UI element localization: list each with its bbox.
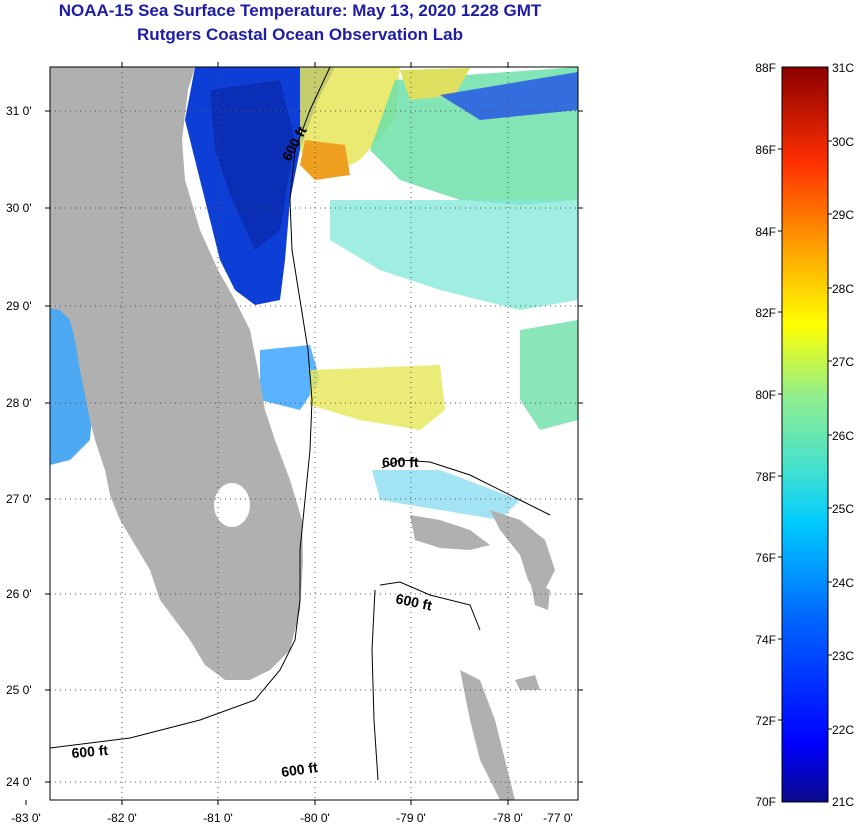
- sst-patch-blue-ne: [440, 72, 578, 120]
- colorbar-c-label-31: 31C: [832, 61, 854, 75]
- colorbar-ticks: [778, 140, 832, 730]
- colorbar-scale: [781, 66, 829, 803]
- florida-peninsula: [50, 67, 303, 680]
- sst-patch-green-east: [520, 320, 578, 430]
- sst-field: [50, 67, 578, 520]
- lake-okeechobee: [214, 483, 250, 527]
- lat-label-31: 31 0': [6, 104, 32, 118]
- map-subtitle: Rutgers Coastal Ocean Observation Lab: [137, 25, 463, 44]
- eleuthera-island: [530, 580, 550, 610]
- depth-label-great-bahama: 600 ft: [394, 590, 433, 613]
- lat-label-24: 24 0': [6, 775, 32, 789]
- lon-label-81: -81 0': [203, 811, 233, 825]
- colorbar-c-label-30: 30C: [832, 135, 854, 149]
- colorbar-f-label-88: 88F: [755, 61, 776, 75]
- colorbar-f-label-70: 70F: [755, 795, 776, 809]
- lat-label-25: 25 0': [6, 683, 32, 697]
- depth-contour-great-bahama-bank: [379, 581, 481, 631]
- sst-patch-bahamas: [372, 470, 520, 520]
- depth-contour-florida: [50, 67, 331, 749]
- axis-ticks: [25, 62, 583, 805]
- depth-contour-tongue: [371, 589, 379, 781]
- sst-patch-hot: [300, 140, 350, 180]
- colorbar-f-label-82: 82F: [755, 306, 776, 320]
- colorbar-c-label-27: 27C: [832, 355, 854, 369]
- colorbar-c-label-22: 22C: [832, 723, 854, 737]
- abaco-island: [490, 510, 555, 600]
- sst-patch-yellow-mid: [310, 365, 445, 430]
- colorbar-c-label-21: 21C: [832, 795, 854, 809]
- lat-label-29: 29 0': [6, 299, 32, 313]
- andros-island: [460, 670, 515, 800]
- map-frame: [49, 66, 579, 801]
- colorbar-f-label-78: 78F: [755, 470, 776, 484]
- colorbar-f-label-76: 76F: [755, 551, 776, 565]
- colorbar-f-label-86: 86F: [755, 143, 776, 157]
- lon-label-83: -83 0': [11, 811, 41, 825]
- depth-label-keys: 600 ft: [71, 742, 109, 761]
- lon-label-79: -79 0': [396, 811, 426, 825]
- lat-label-27: 27 0': [6, 492, 32, 506]
- new-providence-island: [515, 675, 540, 690]
- lon-label-80: -80 0': [300, 811, 330, 825]
- colorbar-c-label-28: 28C: [832, 282, 854, 296]
- colorbar-f-label-74: 74F: [755, 633, 776, 647]
- colorbar-f-label-72: 72F: [755, 714, 776, 728]
- map-title: NOAA-15 Sea Surface Temperature: May 13,…: [58, 1, 542, 20]
- sst-patch-blue-coast: [260, 345, 320, 410]
- sst-patch-cyan-band: [330, 200, 578, 310]
- lon-label-77: -77 0': [543, 811, 573, 825]
- colorbar-c-label-26: 26C: [832, 429, 854, 443]
- sst-patch-cold-core: [210, 80, 295, 250]
- colorbar-c-label-25: 25C: [832, 502, 854, 516]
- colorbar-f-label-84: 84F: [755, 225, 776, 239]
- depth-contour-little-bahama-bank: [381, 459, 551, 516]
- map-area: [50, 67, 578, 800]
- colorbar: 88F 86F 84F 82F 80F 78F 76F 74F 72F 70F …: [755, 61, 854, 809]
- lat-label-26: 26 0': [6, 587, 32, 601]
- colorbar-c-label-23: 23C: [832, 649, 854, 663]
- grand-bahama-island: [410, 515, 490, 550]
- colorbar-c-label-29: 29C: [832, 208, 854, 222]
- latitude-labels: 31 0' 30 0' 29 0' 28 0' 27 0' 26 0' 25 0…: [6, 104, 32, 789]
- lat-label-30: 30 0': [6, 201, 32, 215]
- longitude-labels: -83 0' -82 0' -81 0' -80 0' -79 0' -78 0…: [11, 811, 573, 825]
- land: [50, 67, 555, 800]
- lon-label-82: -82 0': [107, 811, 137, 825]
- lat-label-28: 28 0': [6, 396, 32, 410]
- depth-label-little-bahama: 600 ft: [382, 454, 419, 470]
- colorbar-f-label-80: 80F: [755, 388, 776, 402]
- lon-label-78: -78 0': [493, 811, 523, 825]
- sst-patch-yellow-ne: [400, 68, 470, 100]
- graticule: [50, 67, 578, 800]
- colorbar-c-label-24: 24C: [832, 576, 854, 590]
- depth-contours: [50, 67, 551, 781]
- depth-label-south: 600 ft: [280, 759, 319, 780]
